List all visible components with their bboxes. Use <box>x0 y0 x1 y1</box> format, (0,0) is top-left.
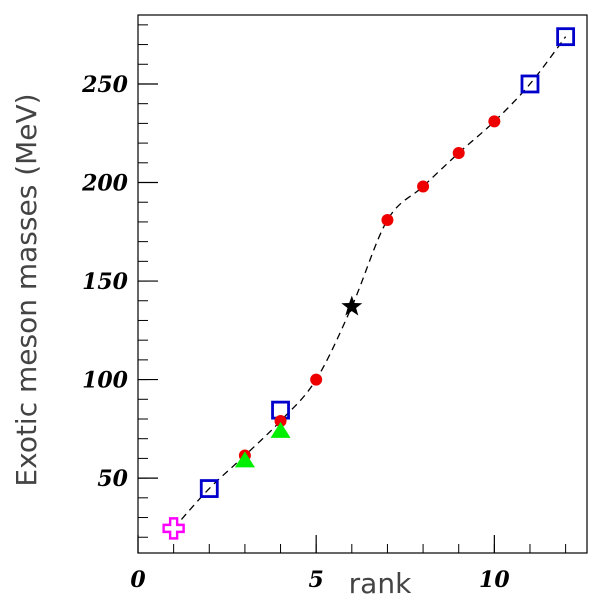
x-tick-labels: 0 5 10 <box>130 567 510 593</box>
dashed-curve <box>173 36 567 529</box>
x-tick-label: 0 <box>130 567 146 593</box>
circle-marker <box>381 213 394 226</box>
major-ticks <box>137 83 495 553</box>
triangle-marker <box>270 421 291 438</box>
minor-ticks <box>138 24 567 553</box>
y-axis-label: Exotic meson masses (MeV) <box>10 93 43 486</box>
markers <box>162 27 576 540</box>
circle-marker <box>274 414 287 427</box>
open-square-marker <box>556 27 576 47</box>
plot-frame <box>137 14 588 554</box>
star-marker <box>341 295 363 316</box>
x-tick-label: 10 <box>479 567 510 593</box>
x-axis-label: rank <box>349 567 412 596</box>
y-tick-label: 200 <box>81 171 129 197</box>
y-tick-label: 50 <box>97 466 128 492</box>
open-square-marker <box>199 479 219 498</box>
open-cross-marker <box>162 517 185 540</box>
y-tick-label: 150 <box>82 269 129 295</box>
open-square-marker <box>520 74 540 94</box>
circle-marker <box>452 146 465 159</box>
circle-marker <box>488 115 501 128</box>
y-tick-labels: 50 100 150 200 250 <box>81 72 129 492</box>
x-tick-label: 5 <box>309 567 324 593</box>
circle-marker <box>417 180 430 193</box>
y-tick-label: 250 <box>81 72 129 98</box>
triangle-marker <box>234 451 255 468</box>
circle-marker <box>310 373 323 386</box>
y-tick-label: 100 <box>82 368 129 394</box>
